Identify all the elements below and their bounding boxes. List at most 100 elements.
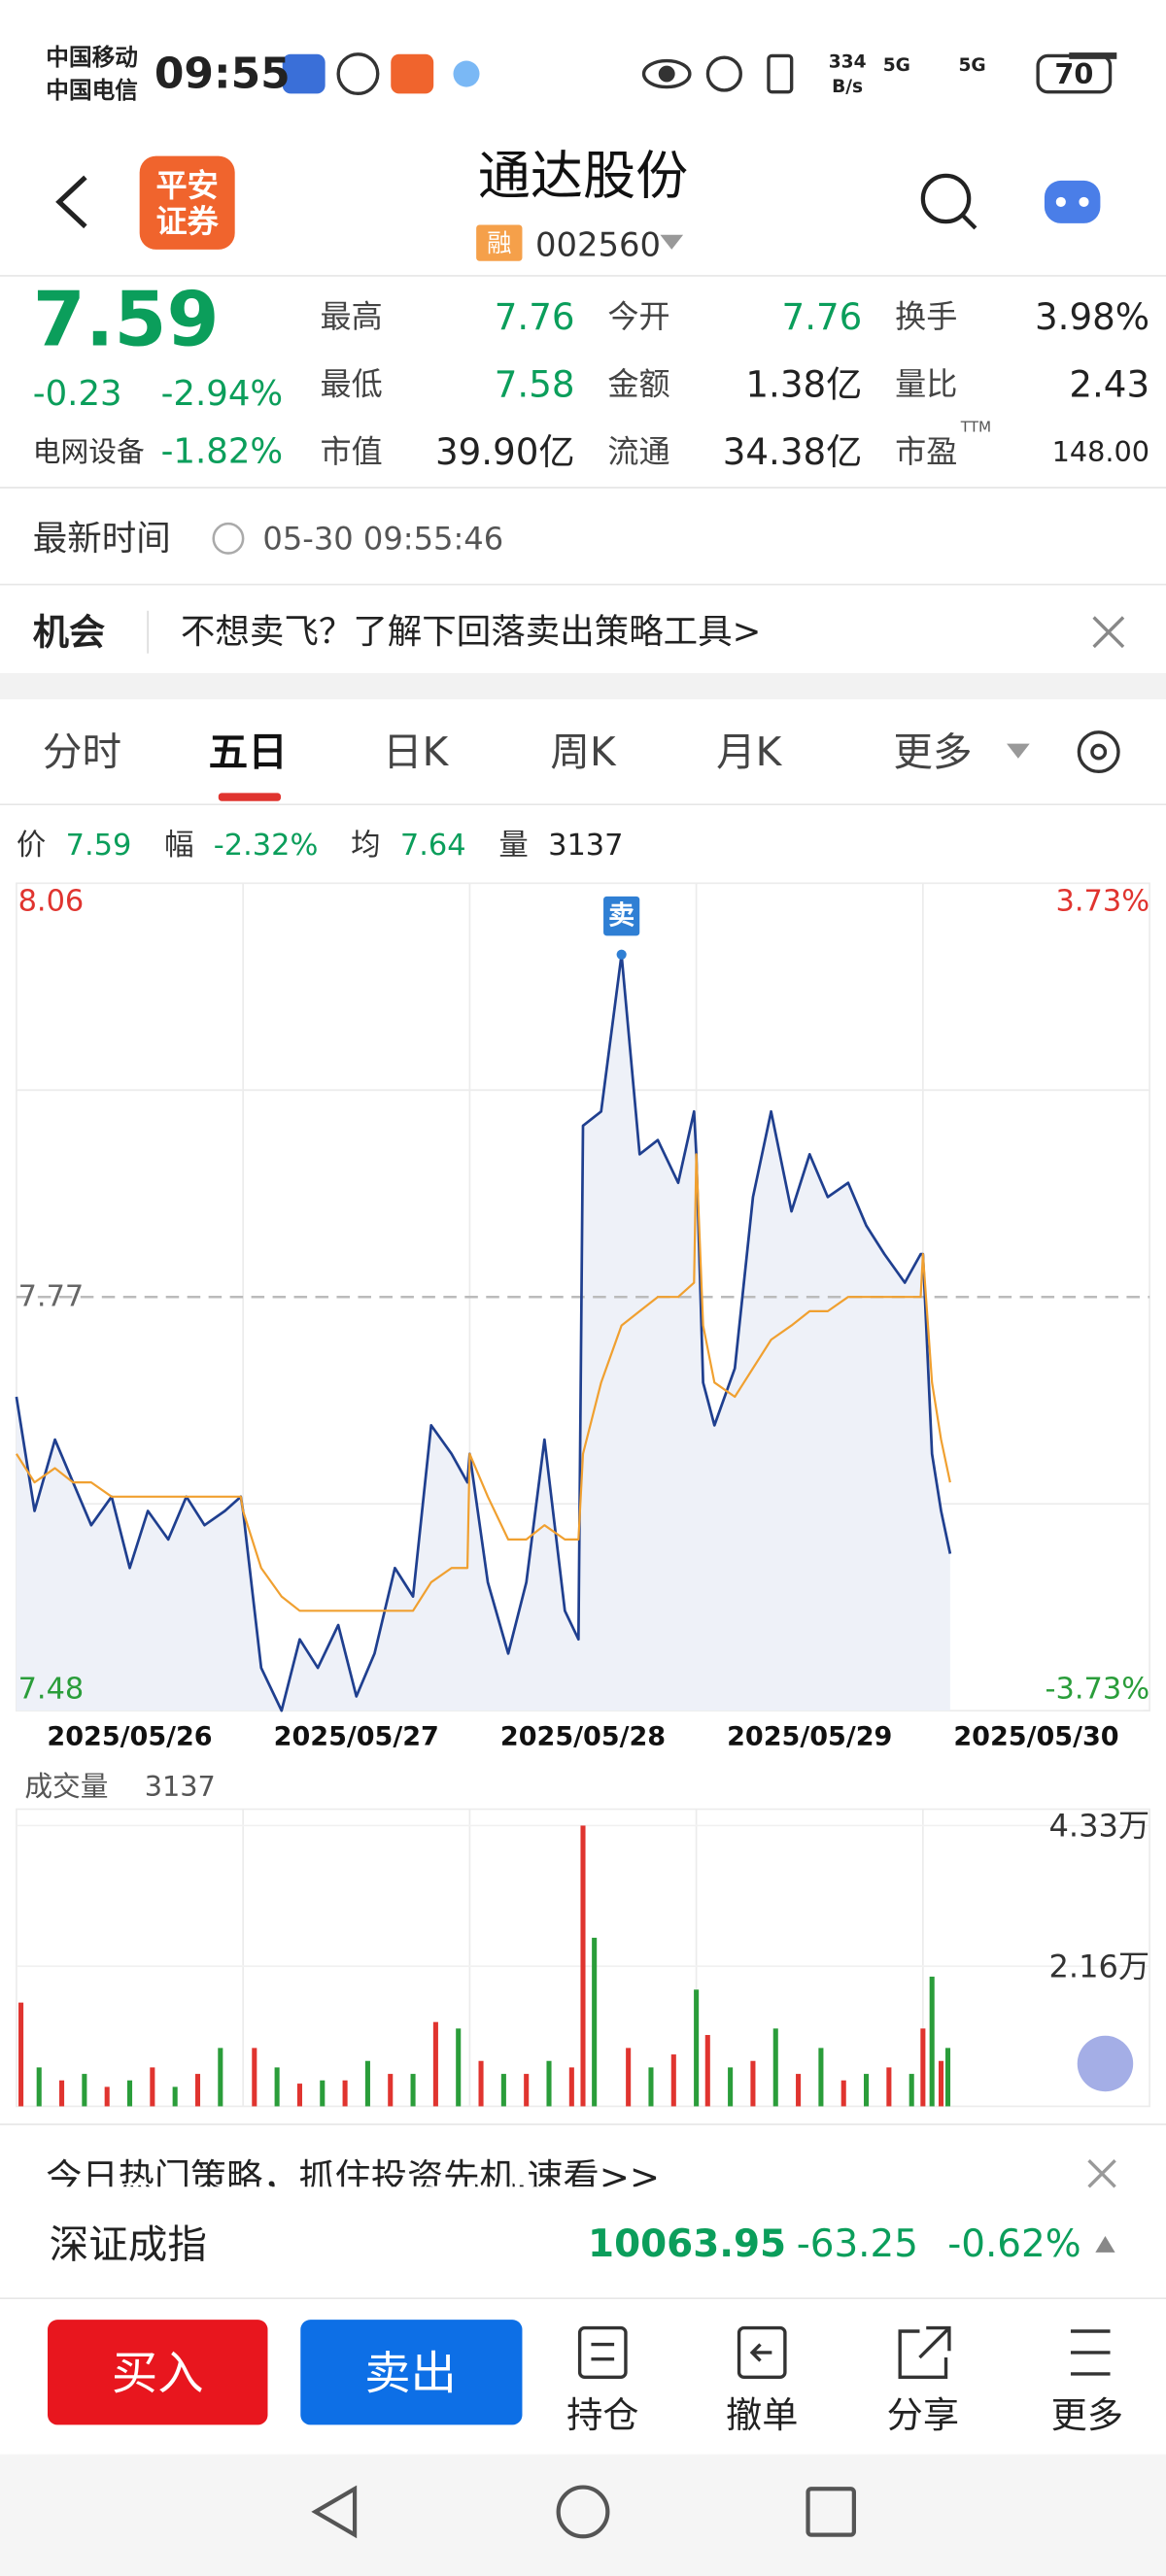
volume-bar bbox=[796, 2074, 802, 2107]
volume-bar bbox=[580, 1825, 586, 2107]
index-value: 10063.95 bbox=[588, 2222, 786, 2266]
promo-close[interactable] bbox=[1087, 2159, 1116, 2188]
net-speed-unit: B/s bbox=[832, 77, 863, 97]
volume-bar bbox=[938, 2060, 944, 2107]
stat-label: 金额 bbox=[607, 365, 669, 402]
x-tick-label: 2025/05/26 bbox=[47, 1722, 212, 1752]
y-tick-label: 8.06 bbox=[18, 884, 85, 918]
buy-button[interactable] bbox=[48, 2320, 268, 2425]
code-dropdown[interactable] bbox=[660, 234, 684, 250]
volume-bar bbox=[592, 1937, 598, 2107]
volume-bar bbox=[670, 2054, 676, 2107]
index-change-pct: -0.62% bbox=[947, 2222, 1080, 2266]
stat-label: 最低 bbox=[321, 365, 383, 402]
volume-bar bbox=[568, 2067, 574, 2107]
banner-close[interactable] bbox=[1092, 616, 1125, 649]
stat-value: 2.43 bbox=[1069, 362, 1149, 405]
sector-pct: -1.82% bbox=[161, 431, 284, 471]
update-time: 05-30 09:55:46 bbox=[262, 520, 503, 557]
index-name: 深证成指 bbox=[50, 2220, 207, 2267]
stat-label: 市盈 bbox=[895, 433, 957, 470]
assistant-button[interactable] bbox=[1044, 180, 1101, 223]
tab[interactable]: 月K bbox=[716, 729, 783, 775]
info-label: 幅 bbox=[164, 829, 193, 863]
more-dropdown[interactable] bbox=[1007, 743, 1030, 759]
volume-bar bbox=[218, 2048, 223, 2107]
index-toggle[interactable] bbox=[1095, 2235, 1115, 2253]
volume-bar bbox=[274, 2067, 280, 2107]
expand-button[interactable] bbox=[1077, 2035, 1134, 2092]
volume-bar bbox=[909, 2074, 914, 2107]
volume-bar bbox=[772, 2028, 778, 2107]
tool-label[interactable]: 更多 bbox=[1051, 2393, 1123, 2436]
network: 5G bbox=[883, 55, 910, 76]
volume-bar bbox=[410, 2074, 416, 2107]
settings-button[interactable] bbox=[1077, 730, 1120, 774]
volume-bar bbox=[59, 2080, 65, 2107]
volume-bar bbox=[944, 2048, 951, 2107]
volume-bar bbox=[864, 2074, 870, 2107]
stat-value: 148.00 bbox=[1052, 435, 1150, 468]
volume-bar bbox=[546, 2060, 552, 2107]
volume-bar bbox=[342, 2080, 348, 2107]
tool-label[interactable]: 持仓 bbox=[566, 2393, 638, 2436]
volume-bar bbox=[886, 2067, 892, 2107]
y-tick-label: 7.48 bbox=[18, 1673, 85, 1707]
volume-bar bbox=[364, 2060, 370, 2107]
net-speed: 334 bbox=[829, 52, 867, 73]
info-label: 均 bbox=[351, 829, 380, 863]
volume-bar bbox=[500, 2074, 506, 2107]
promo-text[interactable]: 今日热门策略，抓住投资先机,速看>> bbox=[46, 2155, 660, 2198]
volume-bar bbox=[728, 2067, 734, 2107]
volume-bar bbox=[840, 2080, 846, 2107]
stat-value: 3.98% bbox=[1035, 295, 1149, 338]
volume-bar bbox=[82, 2074, 87, 2107]
volume-bar bbox=[694, 1989, 700, 2107]
price-area bbox=[16, 954, 950, 1712]
x-tick-label: 2025/05/28 bbox=[500, 1722, 666, 1752]
sell-button[interactable] bbox=[300, 2320, 523, 2425]
section-gap bbox=[0, 672, 1166, 699]
info-label: 量 bbox=[498, 829, 528, 863]
tab[interactable]: 日K bbox=[383, 729, 450, 775]
volume-tick-label: 2.16万 bbox=[1048, 1948, 1149, 1984]
info-value: -2.32% bbox=[214, 829, 319, 863]
volume-bar bbox=[920, 2028, 926, 2107]
sell-label[interactable]: 卖出 bbox=[364, 2347, 457, 2400]
tool-label[interactable]: 分享 bbox=[887, 2393, 959, 2436]
volume-bar bbox=[388, 2074, 394, 2107]
tab[interactable]: 五日 bbox=[209, 729, 288, 775]
price: 7.59 bbox=[33, 277, 220, 364]
stat-label: 最高 bbox=[321, 298, 383, 335]
volume-bar bbox=[626, 2048, 632, 2107]
nav-buttons[interactable] bbox=[311, 2485, 856, 2539]
banner-text[interactable]: 不想卖飞？了解下回落卖出策略工具> bbox=[181, 612, 761, 652]
carrier: 中国电信 bbox=[46, 77, 138, 104]
banner-tag: 机会 bbox=[33, 611, 105, 654]
network: 5G bbox=[958, 55, 985, 76]
info-value: 7.59 bbox=[66, 829, 132, 863]
battery-level: 70 bbox=[1054, 57, 1093, 90]
info-icon[interactable] bbox=[212, 522, 245, 555]
logo bbox=[139, 155, 235, 250]
tab[interactable]: 分时 bbox=[43, 729, 121, 775]
volume-bar bbox=[456, 2028, 462, 2107]
clock: 09:55 bbox=[154, 50, 291, 99]
info-label: 价 bbox=[17, 829, 46, 863]
tab[interactable]: 更多 bbox=[893, 729, 972, 775]
search-button[interactable] bbox=[920, 173, 977, 230]
x-tick-label: 2025/05/29 bbox=[727, 1722, 892, 1752]
update-label: 最新时间 bbox=[33, 519, 171, 559]
stat-value: 39.90亿 bbox=[435, 430, 575, 473]
tab[interactable]: 周K bbox=[550, 729, 617, 775]
volume-bar bbox=[150, 2067, 155, 2107]
tool-label[interactable]: 撤单 bbox=[726, 2393, 798, 2436]
buy-label[interactable]: 买入 bbox=[112, 2347, 204, 2400]
trade-marker bbox=[616, 949, 627, 960]
back-button[interactable] bbox=[55, 175, 87, 229]
volume-bar bbox=[36, 2067, 42, 2107]
volume-bar bbox=[929, 1976, 935, 2107]
volume-bar bbox=[296, 2084, 302, 2107]
